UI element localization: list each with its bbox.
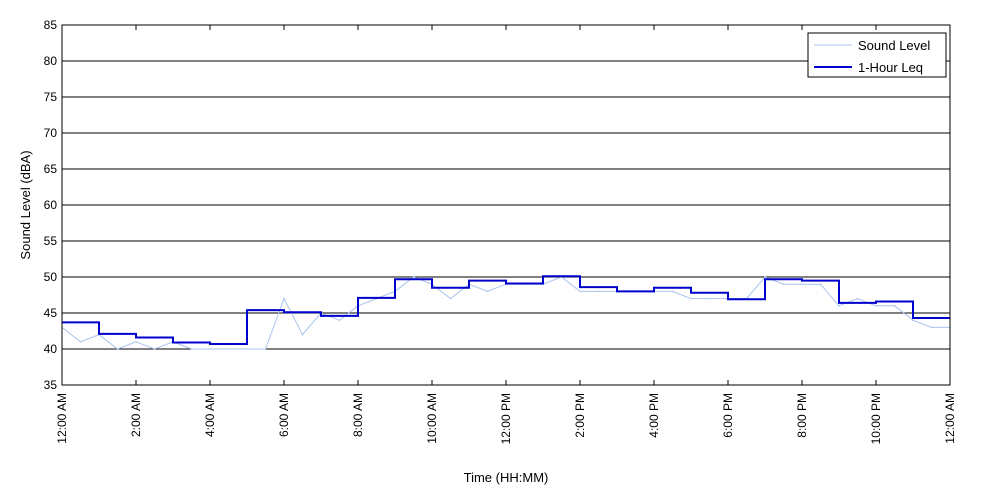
sound-level-point <box>153 348 156 350</box>
x-tick-label-3: 6:00 AM <box>277 393 291 437</box>
sound-level-point <box>597 290 600 293</box>
y-tick-label-75: 75 <box>44 90 58 104</box>
x-tick-label-10: 8:00 PM <box>795 393 809 438</box>
sound-level-point <box>338 319 341 322</box>
y-tick-labels: 35 40 45 50 55 60 65 70 75 80 85 <box>44 18 58 392</box>
sound-level-point <box>875 305 877 307</box>
y-tick-label-80: 80 <box>44 54 58 68</box>
plot-frame <box>61 24 951 386</box>
x-tick-label-8: 4:00 PM <box>647 393 661 438</box>
y-tick-label-50: 50 <box>44 270 58 284</box>
x-axis-title: Time (HH:MM) <box>464 470 549 485</box>
x-tick-label-4: 8:00 AM <box>351 393 365 437</box>
sound-level-point <box>764 276 766 278</box>
sound-level-point <box>671 290 674 293</box>
y-tick-label-85: 85 <box>44 18 58 32</box>
sound-level-point <box>838 305 840 307</box>
sound-level-point <box>79 341 82 343</box>
leq-series <box>62 275 950 345</box>
y-tick-label-45: 45 <box>44 306 58 320</box>
sound-level-point <box>227 348 230 350</box>
sound-level-point <box>135 341 137 343</box>
x-tick-label-9: 6:00 PM <box>721 393 735 438</box>
y-tick-label-60: 60 <box>44 198 58 212</box>
sound-level-point <box>449 297 452 300</box>
sound-level-point <box>579 290 581 293</box>
sound-level-point <box>801 283 803 286</box>
y-tick-label-70: 70 <box>44 126 58 140</box>
x-tick-label-0: 12:00 AM <box>55 393 69 444</box>
sound-level-point <box>782 283 785 286</box>
grid-lines <box>62 24 950 386</box>
sound-level-point <box>912 319 914 322</box>
y-tick-label-40: 40 <box>44 342 58 356</box>
sound-level-point <box>690 297 692 300</box>
sound-level-point <box>301 333 304 336</box>
legend-box <box>807 32 947 78</box>
sound-level-point <box>819 283 822 286</box>
sound-level-point <box>412 276 415 278</box>
y-axis-title: Sound Level (dBA) <box>18 150 33 259</box>
legend-label-leq: 1-Hour Leq <box>858 60 923 75</box>
y-tick-label-55: 55 <box>44 234 58 248</box>
x-tick-label-2: 4:00 AM <box>203 393 217 437</box>
y-tick-label-65: 65 <box>44 162 58 176</box>
x-tick-label-6: 12:00 PM <box>499 393 513 444</box>
sound-level-point <box>708 297 711 300</box>
x-tick-labels: 12:00 AM 2:00 AM 4:00 AM 6:00 AM 8:00 AM 10:0… <box>55 393 957 444</box>
sound-level-point <box>283 297 285 300</box>
sound-level-point <box>116 348 119 350</box>
sound-level-point <box>893 305 896 307</box>
sound-level-point <box>190 348 193 350</box>
sound-level-point <box>856 297 859 300</box>
legend: Sound Level 1-Hour Leq <box>807 32 947 78</box>
sound-level-point <box>264 348 267 350</box>
x-tick-label-5: 10:00 AM <box>425 393 439 444</box>
x-tick-label-7: 2:00 PM <box>573 393 587 438</box>
sound-level-point <box>930 326 933 329</box>
x-tick-label-1: 2:00 AM <box>129 393 143 437</box>
sound-level-point <box>246 348 248 350</box>
legend-label-sound-level: Sound Level <box>858 38 930 53</box>
leq-step-line <box>62 275 950 345</box>
sound-level-point <box>209 348 211 350</box>
sound-level-point <box>486 290 489 293</box>
y-tick-label-35: 35 <box>44 378 58 392</box>
x-tick-label-12: 12:00 AM <box>943 393 957 444</box>
x-tick-label-11: 10:00 PM <box>869 393 883 444</box>
